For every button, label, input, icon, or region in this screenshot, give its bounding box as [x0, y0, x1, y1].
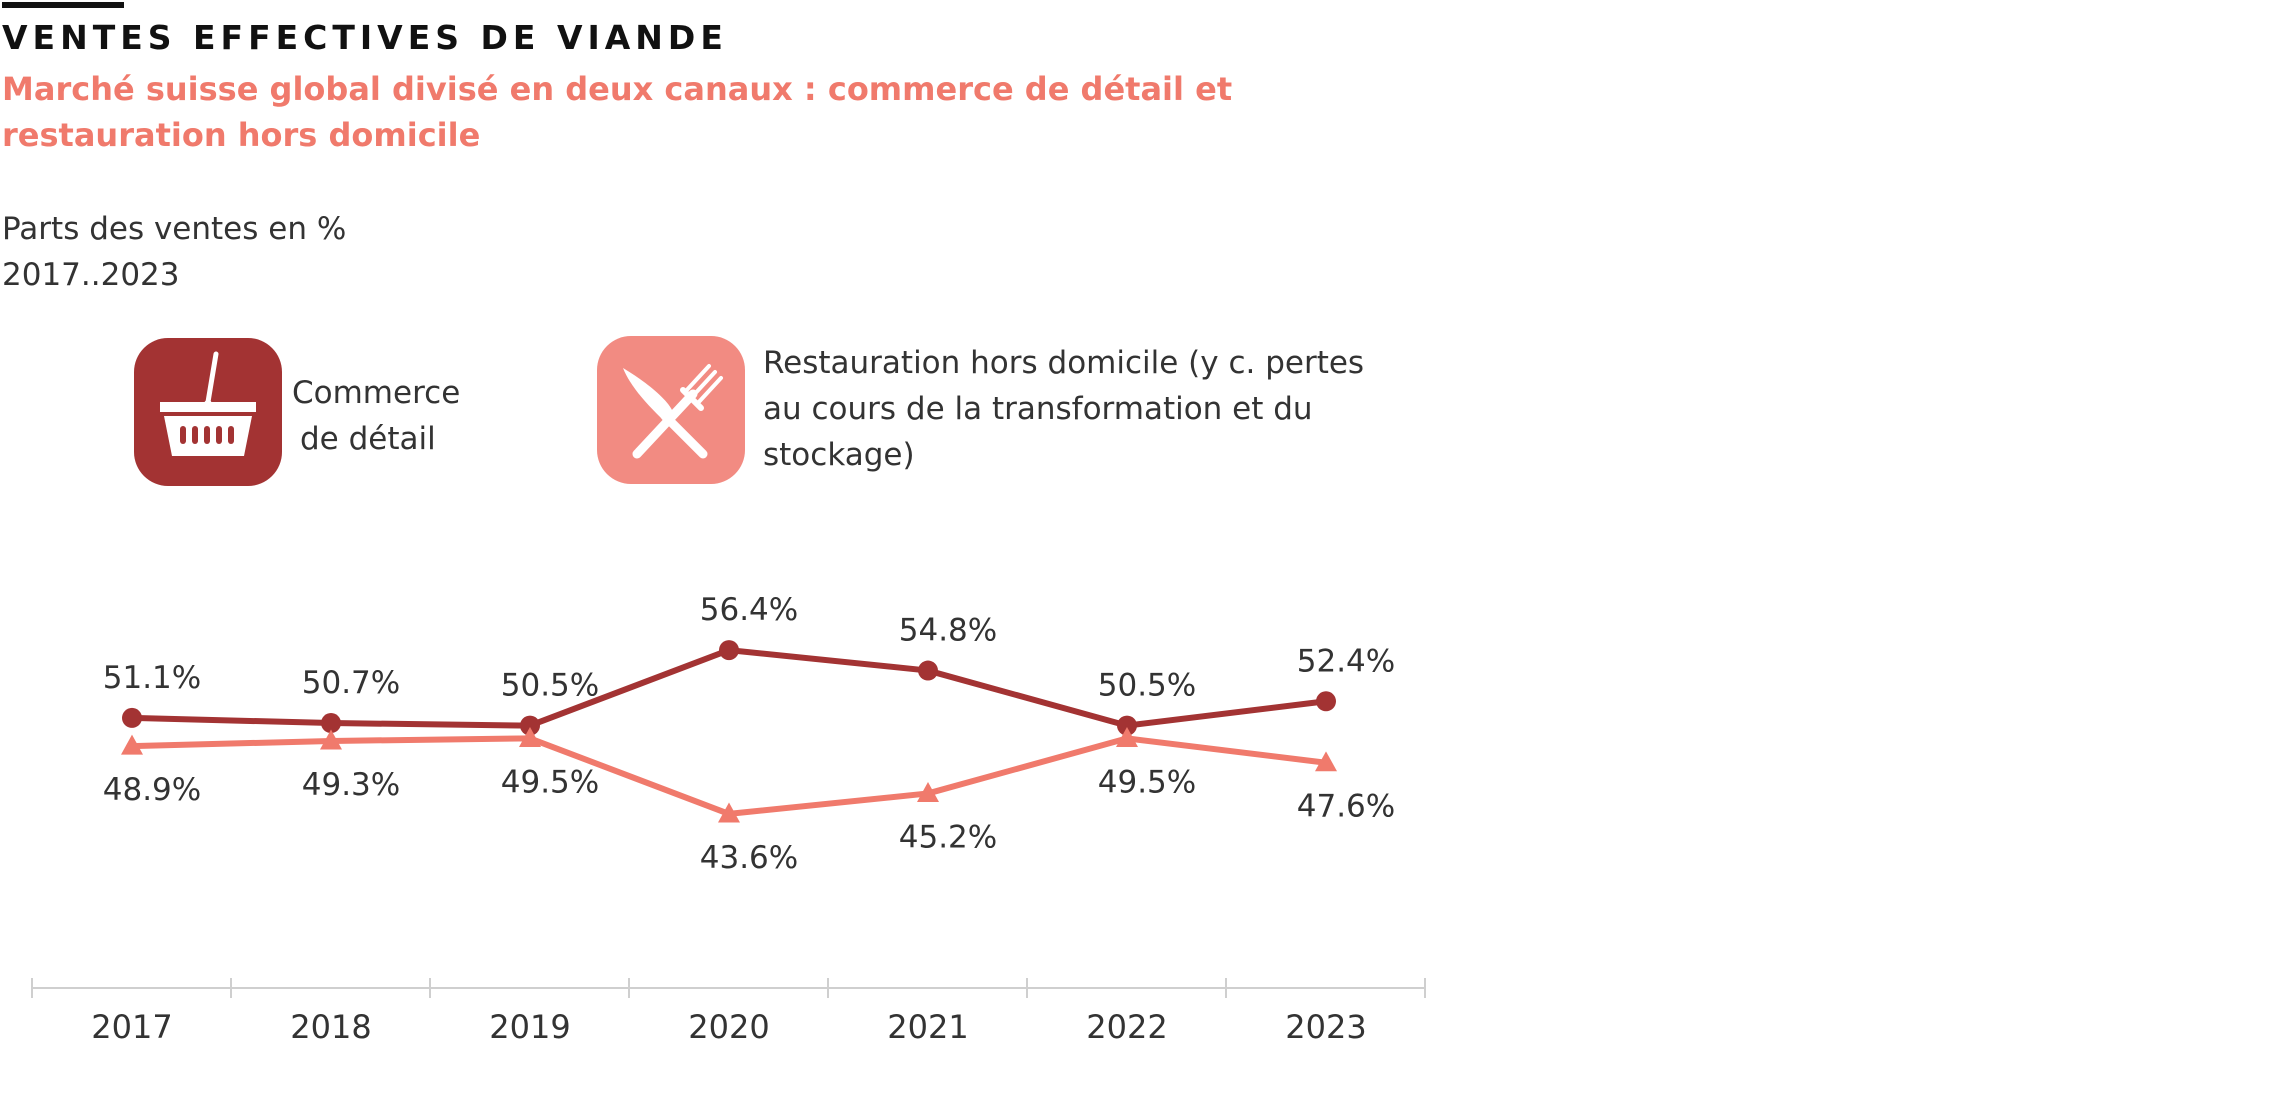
measure-period: 2017..2023: [2, 257, 180, 293]
data-point-retail: [1117, 715, 1137, 736]
x-tick-label: 2020: [688, 1008, 769, 1046]
x-tick-label: 2018: [290, 1008, 371, 1046]
data-label: 45.2%: [899, 819, 997, 855]
data-point-retail: [520, 715, 540, 736]
data-point-food: [121, 734, 143, 755]
chart-subtitle: Marché suisse global divisé en deux cana…: [2, 70, 1233, 154]
data-label: 56.4%: [700, 592, 798, 628]
x-tick-label: 2023: [1285, 1008, 1366, 1046]
data-point-retail: [321, 713, 341, 734]
data-label: 54.8%: [899, 613, 997, 649]
measure-caption: Parts des ventes en % 2017..2023: [2, 206, 346, 298]
x-axis: 2017 2018 2019 2020 2021 2022 2023: [31, 978, 1426, 1046]
x-tick-label: 2019: [489, 1008, 570, 1046]
data-label: 50.5%: [501, 668, 599, 704]
chart-title: VENTES EFFECTIVES DE VIANDE: [2, 18, 728, 57]
knife-fork-icon: [597, 336, 745, 484]
data-point-food: [320, 729, 342, 750]
line-chart: 2017 2018 2019 2020 2021 2022 2023 51.1% 50.7% 5…: [31, 592, 1426, 1046]
measure-unit: Parts des ventes en %: [2, 211, 347, 247]
data-point-retail: [918, 660, 938, 681]
data-point-retail: [122, 707, 142, 728]
data-label: 51.1%: [103, 660, 201, 696]
data-point-food: [519, 727, 541, 747]
title-rule: [2, 2, 124, 8]
legend-label-retail-line1: Commerce: [292, 375, 461, 411]
legend-label-retail: Commerce de détail: [292, 370, 492, 462]
data-label: 49.3%: [302, 767, 400, 803]
data-point-retail: [719, 640, 739, 661]
data-label: 49.5%: [501, 764, 599, 800]
data-labels: 51.1% 50.7% 50.5% 56.4% 54.8% 50.5% 52.4% 48.9%…: [103, 592, 1395, 876]
data-label: 43.6%: [700, 840, 798, 876]
data-point-food: [1116, 727, 1138, 747]
data-label: 49.5%: [1098, 764, 1196, 800]
data-label: 48.9%: [103, 772, 201, 808]
data-label: 50.5%: [1098, 668, 1196, 704]
data-label: 52.4%: [1297, 643, 1395, 679]
data-label: 47.6%: [1297, 789, 1395, 825]
series-layer: [121, 640, 1337, 823]
data-label: 50.7%: [302, 665, 400, 701]
x-tick-label: 2021: [887, 1008, 968, 1046]
x-tick-label: 2022: [1086, 1008, 1167, 1046]
data-point-food: [718, 802, 740, 823]
x-tick-label: 2017: [91, 1008, 172, 1046]
shopping-basket-icon: [134, 338, 282, 486]
legend-label-retail-line2: de détail: [300, 421, 436, 457]
data-point-food: [917, 782, 939, 802]
data-point-food: [1315, 751, 1337, 772]
data-point-retail: [1316, 691, 1336, 712]
legend-label-food: Restauration hors domicile (y c. pertes …: [763, 345, 1365, 473]
